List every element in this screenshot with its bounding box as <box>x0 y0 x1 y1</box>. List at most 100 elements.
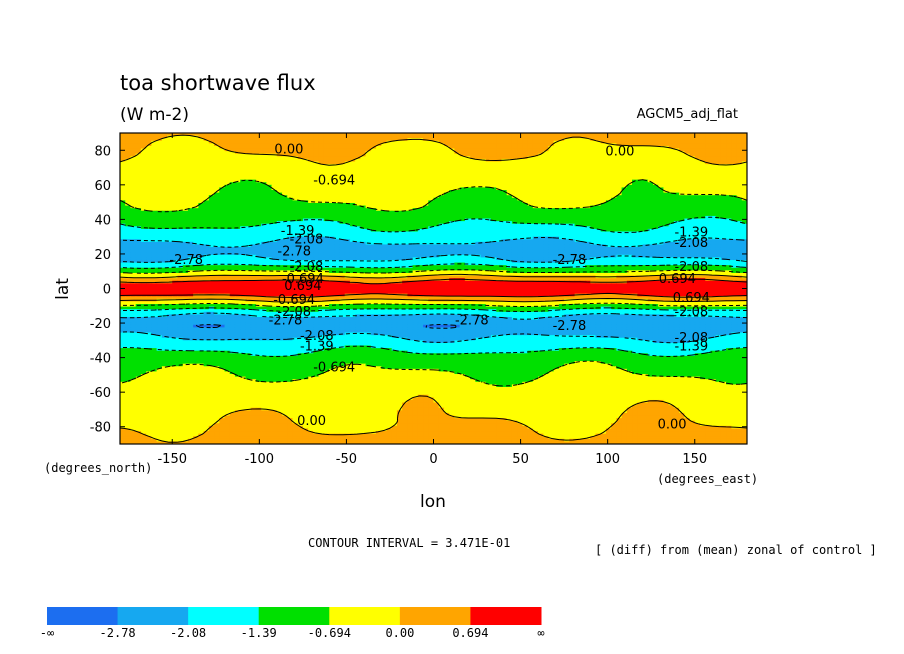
color-cell <box>156 182 163 186</box>
color-cell <box>538 161 544 165</box>
color-cell <box>527 135 534 139</box>
color-cell <box>245 190 252 194</box>
color-cell <box>198 164 205 168</box>
color-cell <box>642 140 649 144</box>
color-cell <box>449 171 455 176</box>
color-cell <box>699 179 706 183</box>
color-cell <box>125 133 132 137</box>
color-cell <box>443 187 450 191</box>
color-cell <box>506 161 513 165</box>
color-cell <box>323 195 330 199</box>
color-cell <box>506 166 513 170</box>
color-cell <box>140 177 147 181</box>
color-cell <box>266 145 273 150</box>
color-cell <box>271 197 278 201</box>
color-cell <box>120 195 126 199</box>
color-cell <box>214 187 220 191</box>
color-cell <box>381 171 388 176</box>
color-cell <box>287 143 294 147</box>
color-cell <box>433 187 440 191</box>
color-cell <box>595 184 602 189</box>
color-cell <box>449 158 455 163</box>
color-cell <box>349 138 356 142</box>
color-cell <box>360 190 367 194</box>
color-cell <box>208 164 215 168</box>
color-cell <box>302 153 309 157</box>
color-cell <box>229 135 236 139</box>
color-cell <box>726 138 732 142</box>
color-cell <box>182 164 189 168</box>
color-cell <box>381 143 388 147</box>
color-cell <box>177 143 184 147</box>
color-cell <box>574 166 581 170</box>
color-cell <box>234 164 241 168</box>
color-cell <box>548 171 555 176</box>
color-cell <box>396 135 403 139</box>
color-cell <box>647 140 654 144</box>
color-cell <box>558 145 565 150</box>
color-cell <box>386 161 393 165</box>
color-cell <box>558 197 565 201</box>
color-cell <box>266 143 273 147</box>
color-cell <box>349 140 356 144</box>
color-cell <box>720 138 727 142</box>
color-cell <box>240 169 246 173</box>
color-cell <box>193 138 199 142</box>
color-cell <box>151 200 158 204</box>
color-cell <box>391 133 398 137</box>
color-cell <box>208 158 215 163</box>
color-cell <box>543 184 550 189</box>
color-cell <box>579 143 586 147</box>
color-cell <box>198 195 205 199</box>
color-cell <box>297 143 304 147</box>
color-cell <box>621 164 628 168</box>
color-cell <box>527 174 534 178</box>
color-cell <box>475 177 482 181</box>
color-cell <box>381 151 388 155</box>
color-cell <box>125 161 132 165</box>
color-cell <box>365 133 372 137</box>
color-cell <box>287 148 294 152</box>
color-cell <box>569 145 576 150</box>
color-cell <box>621 161 628 165</box>
color-cell <box>621 166 628 170</box>
color-cell <box>731 184 738 189</box>
color-cell <box>365 145 372 150</box>
color-cell <box>470 184 476 189</box>
color-cell <box>412 133 419 137</box>
color-cell <box>658 151 664 155</box>
color-cell <box>459 195 466 199</box>
color-cell <box>501 143 508 147</box>
color-cell <box>726 143 732 147</box>
color-cell <box>438 161 445 165</box>
color-cell <box>673 140 680 144</box>
color-cell <box>517 190 523 194</box>
color-cell <box>391 195 398 199</box>
color-cell <box>412 145 419 150</box>
color-cell <box>360 174 367 178</box>
color-cell <box>449 151 455 155</box>
color-cell <box>600 169 607 173</box>
color-cell <box>590 177 597 181</box>
color-cell <box>146 195 152 199</box>
color-cell <box>417 145 424 150</box>
color-cell <box>140 192 147 196</box>
color-cell <box>543 145 550 150</box>
color-cell <box>193 192 199 196</box>
color-cell <box>642 133 649 137</box>
color-cell <box>198 151 205 155</box>
color-cell <box>271 135 278 139</box>
color-cell <box>511 164 518 168</box>
color-cell <box>370 153 377 157</box>
color-cell <box>522 171 529 176</box>
color-cell <box>668 158 675 163</box>
color-cell <box>668 166 675 170</box>
color-cell <box>715 138 722 142</box>
color-cell <box>501 140 508 144</box>
color-cell <box>511 145 518 150</box>
color-cell <box>360 177 367 181</box>
color-cell <box>187 177 194 181</box>
color-cell <box>699 174 706 178</box>
color-cell <box>308 195 314 199</box>
color-cell <box>386 153 393 157</box>
